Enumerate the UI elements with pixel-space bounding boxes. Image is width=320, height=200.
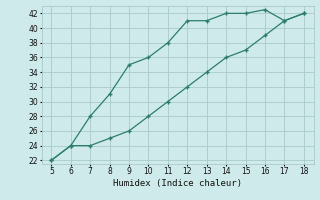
X-axis label: Humidex (Indice chaleur): Humidex (Indice chaleur) xyxy=(113,179,242,188)
